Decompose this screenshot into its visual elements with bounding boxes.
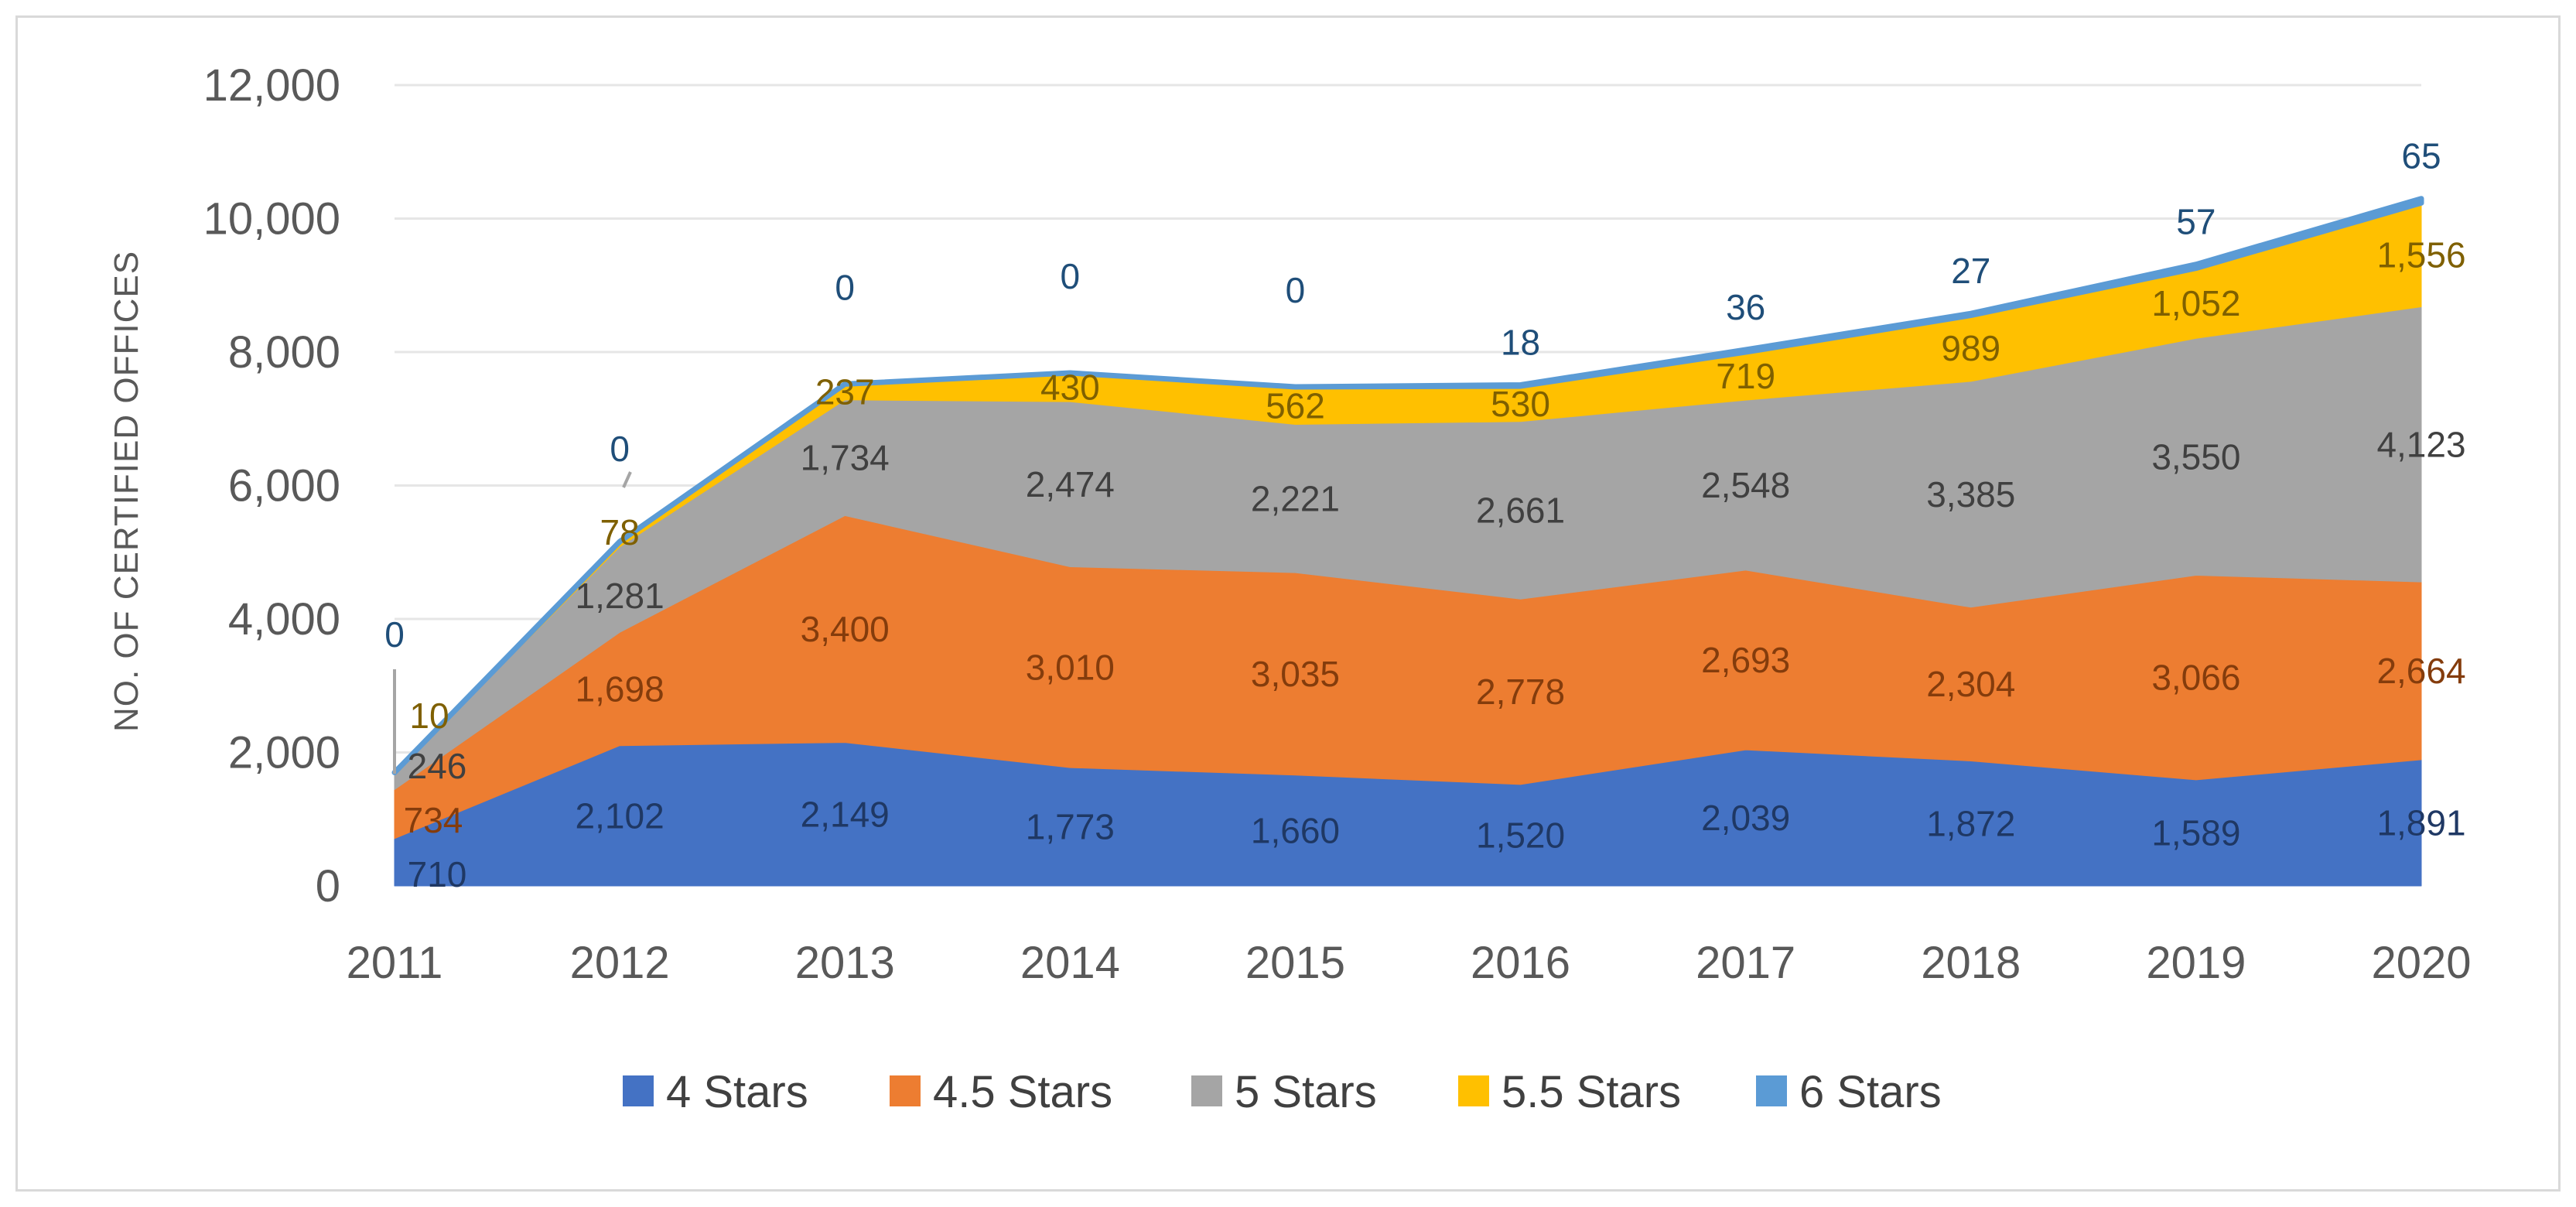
data-label: 734: [404, 800, 463, 840]
legend-swatch: [1458, 1075, 1489, 1106]
legend-label: 4.5 Stars: [933, 1067, 1112, 1117]
data-label: 2,149: [801, 794, 890, 834]
data-label: 2,474: [1026, 464, 1115, 504]
data-label: 1,660: [1251, 810, 1340, 850]
data-label: 1,734: [801, 438, 890, 478]
data-label: 4,123: [2376, 424, 2465, 464]
x-tick-label: 2019: [2146, 938, 2246, 988]
x-tick-label: 2016: [1471, 938, 1570, 988]
data-label: 246: [408, 746, 467, 786]
data-label: 65: [2401, 136, 2441, 176]
data-label: 1,698: [576, 668, 664, 709]
legend-swatch: [1191, 1075, 1222, 1106]
area-6-stars: [391, 196, 2424, 775]
data-label: 2,548: [1701, 465, 1790, 505]
data-label: 3,066: [2151, 658, 2240, 698]
x-axis-ticks: 2011 2012 2013 2014 2015 2016 2017 2018 2019 2020: [347, 938, 2472, 988]
x-tick-label: 2015: [1245, 938, 1345, 988]
data-label: 1,891: [2376, 802, 2465, 843]
data-label: 3,385: [1926, 474, 2015, 515]
y-tick-label: 10,000: [203, 194, 340, 244]
data-label: 989: [1941, 328, 2000, 368]
legend-swatch: [1756, 1075, 1787, 1106]
data-label: 0: [835, 267, 855, 307]
data-label: 2,221: [1251, 478, 1340, 518]
data-label: 3,035: [1251, 654, 1340, 694]
leader-lines: [393, 471, 632, 774]
legend-label: 5 Stars: [1235, 1067, 1377, 1117]
data-label: 2,661: [1476, 491, 1565, 531]
data-label: 1,052: [2151, 283, 2240, 323]
y-tick-label: 6,000: [228, 461, 340, 511]
data-label: 3,400: [801, 609, 890, 649]
x-tick-label: 2011: [347, 938, 443, 988]
x-tick-label: 2012: [570, 938, 670, 988]
data-label: 0: [610, 429, 630, 469]
data-label: 1,520: [1476, 815, 1565, 855]
data-labels: 710 2,102 2,149 1,773 1,660 1,520 2,039 1,872 1,…: [384, 136, 2465, 894]
data-label: 1,773: [1026, 807, 1115, 847]
data-label: 78: [600, 512, 640, 552]
data-label: 2,304: [1926, 664, 2015, 704]
x-tick-label: 2020: [2371, 938, 2471, 988]
y-tick-label: 8,000: [228, 327, 340, 378]
data-label: 10: [409, 696, 449, 736]
data-label: 719: [1716, 356, 1775, 396]
legend: 4 Stars 4.5 Stars 5 Stars 5.5 Stars 6 Stars: [623, 1067, 1942, 1117]
data-label: 1,589: [2151, 812, 2240, 853]
legend-label: 4 Stars: [666, 1067, 808, 1117]
data-label: 57: [2176, 202, 2216, 242]
data-label: 27: [1951, 251, 1990, 291]
data-label: 0: [1286, 270, 1306, 310]
data-label: 3,010: [1026, 647, 1115, 687]
data-label: 562: [1266, 385, 1325, 426]
x-tick-label: 2018: [1921, 938, 2021, 988]
x-tick-label: 2017: [1696, 938, 1795, 988]
y-tick-label: 2,000: [228, 728, 340, 778]
data-label: 710: [408, 854, 467, 894]
legend-label: 5.5 Stars: [1502, 1067, 1681, 1117]
data-label: 1,556: [2376, 234, 2465, 275]
leader-line: [622, 471, 632, 488]
data-label: 1,281: [576, 576, 664, 616]
data-label: 530: [1491, 384, 1550, 424]
data-label: 36: [1726, 287, 1765, 327]
data-label: 18: [1501, 323, 1540, 363]
y-axis-ticks: 0 2,000 4,000 6,000 8,000 10,000 12,000: [203, 60, 340, 911]
data-label: 237: [815, 372, 875, 412]
legend-swatch: [623, 1075, 654, 1106]
y-axis-label: NO. OF CERTIFIED OFFICES: [108, 251, 145, 732]
data-label: 2,664: [2376, 651, 2465, 691]
data-label: 2,102: [576, 795, 664, 836]
x-tick-label: 2014: [1020, 938, 1120, 988]
area-series: [391, 196, 2424, 887]
y-tick-label: 4,000: [228, 594, 340, 645]
x-tick-label: 2013: [795, 938, 895, 988]
data-label: 1,872: [1926, 803, 2015, 843]
data-label: 430: [1040, 368, 1100, 408]
legend-swatch: [890, 1075, 921, 1106]
y-tick-label: 0: [316, 861, 340, 911]
data-label: 2,778: [1476, 672, 1565, 712]
data-label: 2,693: [1701, 640, 1790, 680]
data-label: 0: [384, 614, 405, 655]
data-label: 3,550: [2151, 436, 2240, 477]
data-label: 0: [1061, 256, 1081, 296]
y-tick-label: 12,000: [203, 60, 340, 111]
legend-label: 6 Stars: [1799, 1067, 1942, 1117]
data-label: 2,039: [1701, 798, 1790, 838]
